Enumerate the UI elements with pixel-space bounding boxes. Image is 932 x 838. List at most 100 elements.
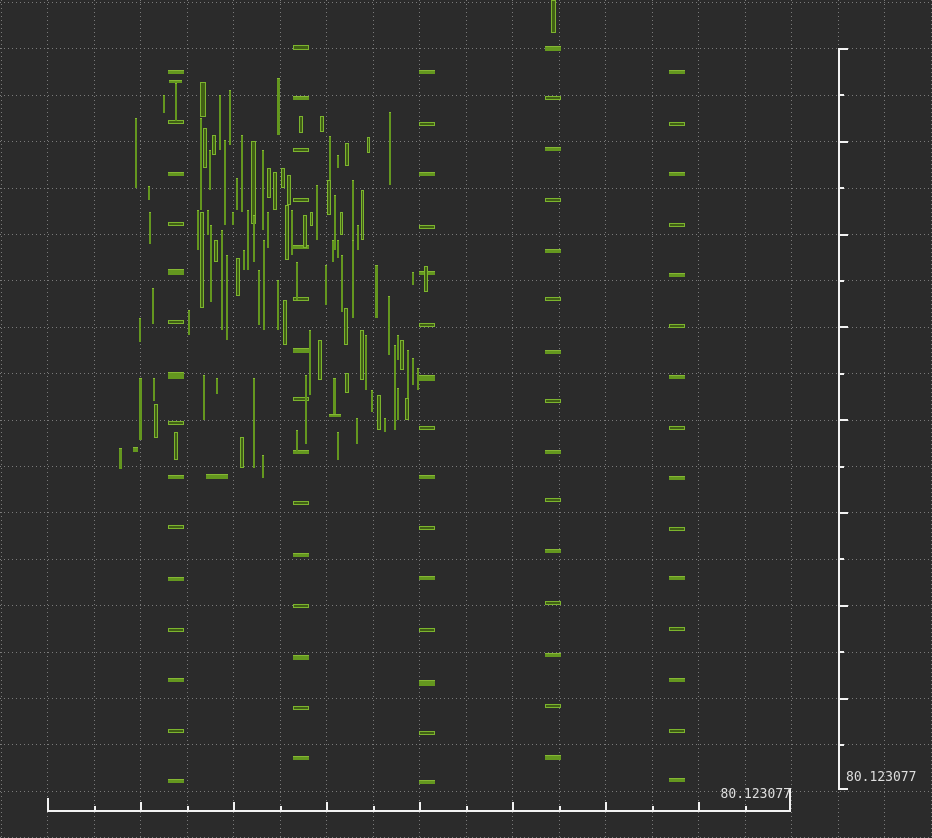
gridline-vertical xyxy=(652,0,653,838)
candlestick-mark xyxy=(203,375,205,420)
candlestick-mark xyxy=(400,340,404,370)
candlestick-mark xyxy=(352,180,354,260)
candlestick-mark xyxy=(417,368,419,390)
y-axis-tick xyxy=(840,605,848,607)
candlestick-mark xyxy=(236,258,240,296)
candlestick-mark xyxy=(334,195,336,250)
gridline-vertical xyxy=(233,0,234,838)
gridline-vertical xyxy=(466,0,467,838)
candlestick-mark xyxy=(293,501,309,505)
candlestick-mark xyxy=(153,378,155,401)
candlestick-mark xyxy=(545,755,561,760)
candlestick-mark xyxy=(251,141,256,224)
candlestick-mark xyxy=(168,729,184,733)
candlestick-mark xyxy=(344,308,348,345)
candlestick-mark xyxy=(262,150,264,230)
candlestick-mark xyxy=(168,577,184,581)
candlestick-mark xyxy=(545,297,561,301)
y-axis-tick xyxy=(840,141,848,143)
candlestick-mark xyxy=(545,704,561,708)
candlestick-mark xyxy=(337,155,339,168)
candlestick-mark xyxy=(419,225,435,229)
candlestick-mark xyxy=(216,378,218,394)
candlestick-mark xyxy=(545,96,561,100)
candlestick-mark xyxy=(224,140,226,225)
y-axis-tick xyxy=(840,280,844,282)
candlestick-mark xyxy=(551,0,556,33)
gridline-vertical xyxy=(326,0,327,838)
candlestick-mark xyxy=(394,345,396,430)
y-axis-tick xyxy=(840,558,844,560)
gridline-horizontal xyxy=(0,373,932,374)
candlestick-mark xyxy=(669,70,685,74)
candlestick-mark xyxy=(168,222,184,226)
candlestick-mark xyxy=(293,297,309,301)
gridline-vertical xyxy=(47,0,48,838)
gridline-vertical xyxy=(94,0,95,838)
x-axis-tick xyxy=(187,806,189,810)
candlestick-mark xyxy=(277,280,279,330)
candlestick-mark xyxy=(267,212,269,248)
candlestick-mark xyxy=(316,185,318,240)
candlestick-mark xyxy=(168,475,184,479)
candlestick-mark xyxy=(669,273,685,277)
candlestick-mark xyxy=(340,212,343,235)
candlestick-mark xyxy=(669,576,685,580)
candlestick-mark xyxy=(545,350,561,354)
x-axis-tick xyxy=(652,806,654,810)
candlestick-mark xyxy=(419,780,435,784)
candlestick-mark xyxy=(361,190,364,240)
candlestick-mark xyxy=(419,172,435,176)
candlestick-mark xyxy=(293,96,309,100)
candlestick-mark xyxy=(293,348,309,353)
candlestick-mark xyxy=(419,526,435,530)
candlestick-mark xyxy=(168,628,184,632)
candlestick-mark xyxy=(669,223,685,227)
candlestick-mark xyxy=(310,212,313,226)
candlestick-mark xyxy=(545,399,561,403)
candlestick-mark xyxy=(214,240,218,262)
candlestick-mark xyxy=(397,388,399,420)
candlestick-mark xyxy=(419,680,435,686)
candlestick-mark xyxy=(197,210,199,250)
candlestick-mark xyxy=(149,212,151,244)
candlestick-mark xyxy=(293,553,309,557)
y-axis-tick xyxy=(840,234,848,236)
x-axis-tick xyxy=(698,802,700,810)
candlestick-mark xyxy=(318,340,322,380)
candlestick-mark xyxy=(375,265,378,318)
x-axis-tick xyxy=(419,802,421,810)
gridline-horizontal xyxy=(0,234,932,235)
candlestick-mark xyxy=(545,198,561,202)
candlestick-mark xyxy=(200,118,202,210)
gridline-horizontal xyxy=(0,327,932,328)
candlestick-mark xyxy=(367,137,370,153)
candlestick-mark xyxy=(287,175,291,205)
candlestick-mark xyxy=(669,426,685,430)
candlestick-mark xyxy=(419,375,435,381)
candlestick-mark xyxy=(419,576,435,580)
gridline-vertical xyxy=(373,0,374,838)
y-axis-end-label: 80.123077 xyxy=(846,770,917,785)
candlestick-mark xyxy=(240,437,244,468)
y-axis-line xyxy=(838,48,840,790)
candlestick-mark xyxy=(356,418,358,444)
candlestick-mark xyxy=(669,778,685,782)
y-axis-tick xyxy=(840,466,844,468)
y-axis-tick xyxy=(840,94,844,96)
candlestick-mark xyxy=(247,210,249,270)
candlestick-mark xyxy=(169,80,182,83)
y-axis-tick xyxy=(840,373,844,375)
gridline-vertical xyxy=(1,0,2,838)
candlestick-mark xyxy=(168,70,184,74)
candlestick-mark xyxy=(545,147,561,151)
candlestick-mark xyxy=(163,95,165,113)
candlestick-mark xyxy=(209,150,211,190)
gridline-horizontal xyxy=(0,48,932,49)
candlestick-mark xyxy=(412,272,414,285)
candlestick-mark xyxy=(545,549,561,553)
candlestick-mark xyxy=(352,240,354,318)
gridline-vertical xyxy=(559,0,560,838)
candlestick-mark xyxy=(669,324,685,328)
gridline-horizontal xyxy=(0,559,932,560)
